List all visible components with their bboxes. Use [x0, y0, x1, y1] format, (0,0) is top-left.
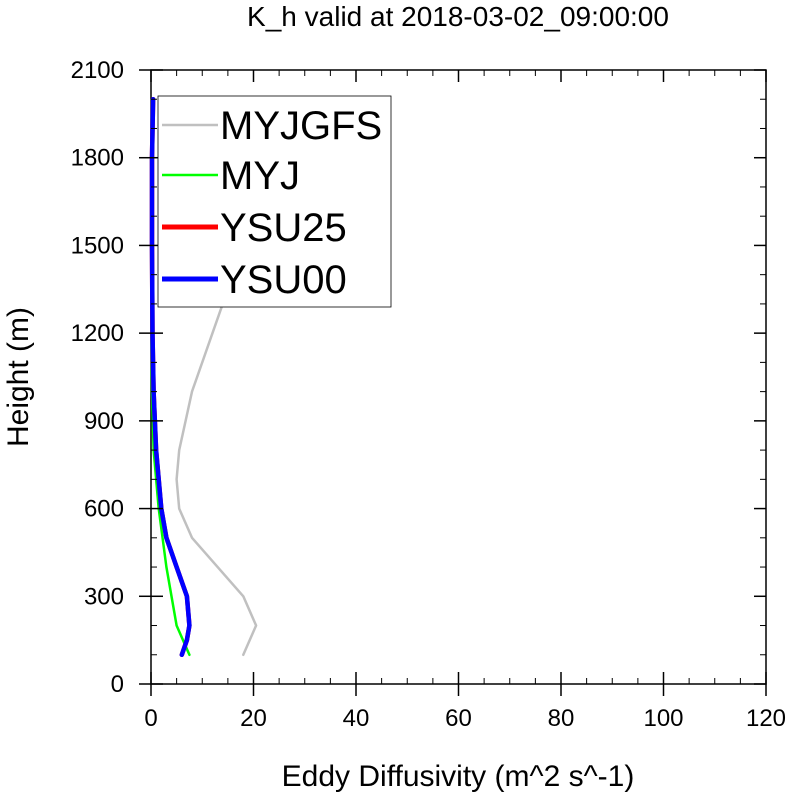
- legend-label-ysu25: YSU25: [220, 206, 347, 250]
- legend-label-myj: MYJ: [220, 154, 300, 198]
- y-tick-label: 300: [84, 583, 124, 610]
- legend-box: [157, 95, 392, 308]
- y-tick-label: 1200: [71, 320, 124, 347]
- y-tick-label: 1800: [71, 145, 124, 172]
- legend-label-ysu00: YSU00: [220, 258, 347, 302]
- y-tick-label: 1500: [71, 232, 124, 259]
- legend-label-myjgfs: MYJGFS: [220, 104, 382, 148]
- y-axis-label: Height (m): [2, 307, 35, 447]
- y-tick-label: 0: [111, 671, 124, 698]
- y-tick-label: 2100: [71, 57, 124, 84]
- x-tick-label: 100: [643, 705, 683, 732]
- x-tick-label: 120: [746, 705, 786, 732]
- x-tick-label: 40: [343, 705, 370, 732]
- axis-ticks: 0 20 40 60 80 100 1200300600900120015001800210…: [71, 57, 786, 732]
- y-tick-label: 900: [84, 408, 124, 435]
- y-tick-label: 600: [84, 496, 124, 523]
- x-tick-label: 0: [144, 705, 157, 732]
- legend: MYJGFS MYJ YSU25 YSU00: [157, 95, 392, 308]
- x-tick-label: 80: [548, 705, 575, 732]
- chart-title: K_h valid at 2018-03-02_09:00:00: [247, 1, 669, 32]
- x-axis-label: Eddy Diffusivity (m^2 s^-1): [282, 760, 635, 793]
- x-tick-label: 20: [240, 705, 267, 732]
- x-tick-label: 60: [445, 705, 472, 732]
